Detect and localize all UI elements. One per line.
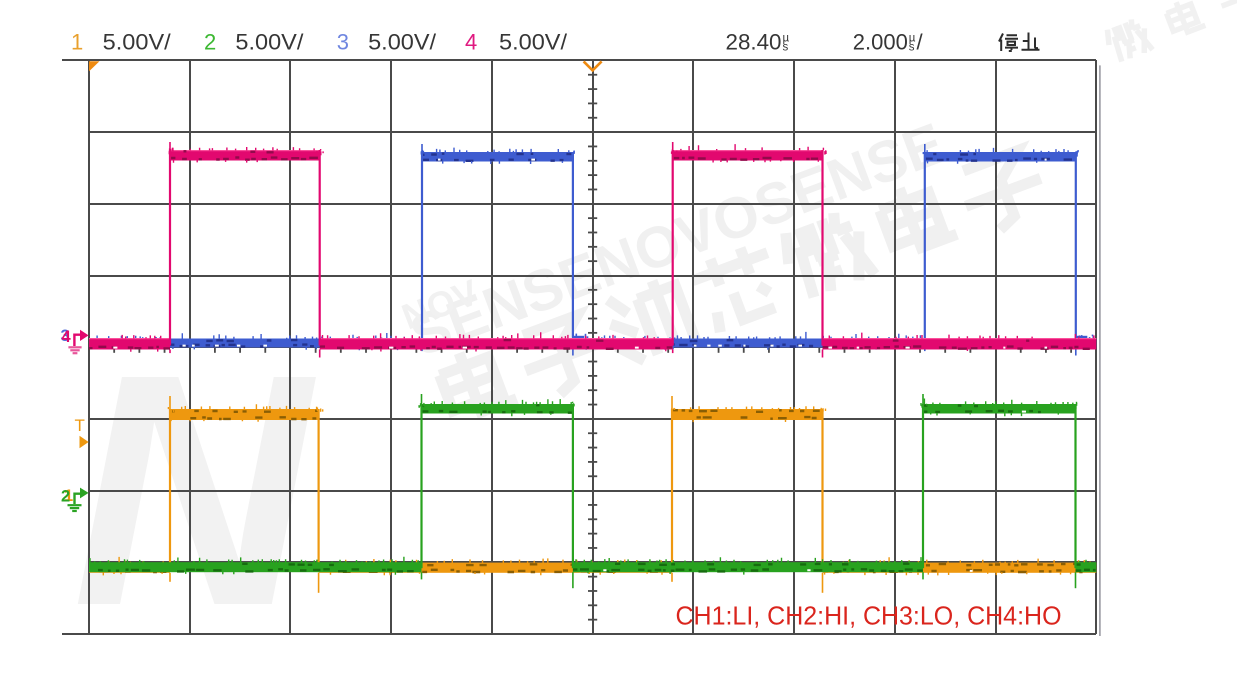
svg-text:s: s: [909, 42, 915, 54]
svg-text:1: 1: [71, 30, 83, 55]
svg-text:4: 4: [62, 328, 72, 346]
svg-text:5.00V/: 5.00V/: [499, 30, 568, 55]
svg-text:3: 3: [61, 327, 70, 345]
svg-text:1: 1: [64, 487, 73, 505]
svg-text:/: /: [917, 30, 924, 55]
svg-text:5.00V/: 5.00V/: [103, 30, 172, 55]
svg-text:2: 2: [204, 30, 216, 55]
svg-text:CH1:LI, CH2:HI, CH3:LO, CH4:HO: CH1:LI, CH2:HI, CH3:LO, CH4:HO: [676, 601, 1062, 631]
svg-text:5.00V/: 5.00V/: [368, 30, 437, 55]
svg-text:2: 2: [61, 488, 70, 506]
svg-text:N: N: [72, 305, 320, 674]
svg-text:4: 4: [465, 30, 477, 55]
svg-text:µ: µ: [909, 33, 916, 45]
svg-text:5.00V/: 5.00V/: [235, 30, 304, 55]
svg-text:28.40: 28.40: [726, 30, 782, 55]
svg-text:s: s: [783, 42, 789, 54]
svg-text:3: 3: [337, 30, 349, 55]
svg-text:2.000: 2.000: [853, 30, 908, 55]
svg-text:T: T: [75, 416, 85, 435]
svg-text:µ: µ: [783, 33, 790, 45]
